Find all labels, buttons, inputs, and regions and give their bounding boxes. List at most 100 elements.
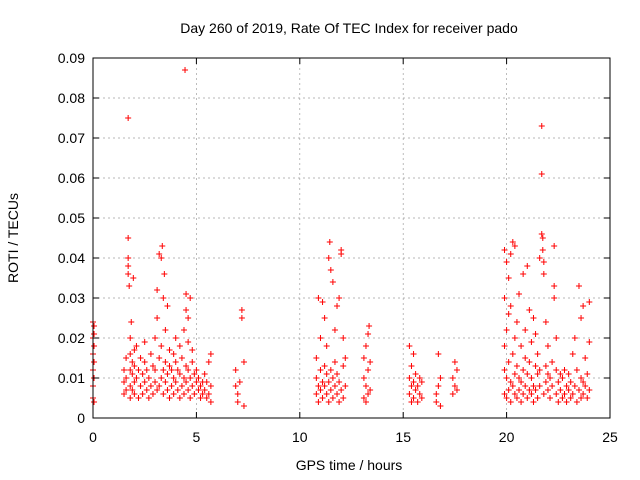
y-axis-label: ROTI / TECUs (5, 193, 21, 283)
y-tick-label: 0.01 (58, 370, 85, 386)
data-point (575, 283, 582, 289)
data-point (544, 343, 551, 349)
data-point (507, 379, 514, 385)
data-point (158, 255, 165, 261)
data-point (141, 379, 148, 385)
data-point (152, 335, 159, 341)
data-point (325, 255, 332, 261)
data-point (410, 351, 417, 357)
data-point (325, 399, 332, 405)
data-point (135, 367, 142, 373)
data-point (166, 347, 173, 353)
data-point (201, 387, 208, 393)
data-point (178, 355, 185, 361)
x-axis-label: GPS time / hours (296, 457, 403, 473)
data-point (327, 387, 334, 393)
data-point (161, 271, 168, 277)
y-tick-label: 0.04 (58, 250, 85, 266)
data-point (367, 359, 374, 365)
data-point (321, 383, 328, 389)
y-tick-label: 0.05 (58, 210, 85, 226)
data-point (232, 383, 239, 389)
data-point (451, 359, 458, 365)
data-point (234, 391, 241, 397)
data-point (416, 391, 423, 397)
data-point (207, 399, 214, 405)
data-point (561, 391, 568, 397)
data-point (505, 359, 512, 365)
data-point (586, 387, 593, 393)
data-point (410, 395, 417, 401)
data-point (540, 259, 547, 265)
data-point (520, 391, 527, 397)
data-point (207, 383, 214, 389)
x-tick-label: 25 (602, 429, 618, 445)
data-point (582, 355, 589, 361)
data-point (435, 383, 442, 389)
data-point (538, 231, 545, 237)
data-point (524, 395, 531, 401)
data-point (567, 379, 574, 385)
data-point (319, 299, 326, 305)
data-point (156, 383, 163, 389)
data-point (340, 335, 347, 341)
data-point (331, 359, 338, 365)
data-point (578, 395, 585, 401)
data-point (528, 391, 535, 397)
data-point (329, 395, 336, 401)
data-point (189, 347, 196, 353)
data-point (518, 379, 525, 385)
data-point (327, 367, 334, 373)
data-point (162, 379, 169, 385)
data-point (520, 271, 527, 277)
data-point (168, 367, 175, 373)
data-point (522, 355, 529, 361)
data-point (236, 379, 243, 385)
data-point (156, 251, 163, 257)
data-point (539, 235, 546, 241)
data-point (130, 275, 137, 281)
data-point (129, 359, 136, 365)
data-point (180, 391, 187, 397)
data-point (418, 379, 425, 385)
data-point (240, 403, 247, 409)
data-point (520, 367, 527, 373)
data-point (137, 383, 144, 389)
data-point (362, 383, 369, 389)
data-point (325, 379, 332, 385)
data-point (91, 343, 98, 349)
data-point (584, 371, 591, 377)
data-point (449, 375, 456, 381)
data-point (336, 399, 343, 405)
chart-title: Day 260 of 2019, Rate Of TEC Index for r… (180, 20, 518, 36)
data-point (365, 367, 372, 373)
data-point (125, 255, 132, 261)
data-point (561, 367, 568, 373)
data-point (141, 339, 148, 345)
data-point (559, 375, 566, 381)
x-tick-label: 10 (292, 429, 308, 445)
data-point (336, 295, 343, 301)
data-point (530, 315, 537, 321)
data-point (159, 243, 166, 249)
data-point (334, 303, 341, 309)
data-point (553, 335, 560, 341)
data-point (193, 367, 200, 373)
data-point (164, 371, 171, 377)
data-point (317, 335, 324, 341)
data-point (187, 395, 194, 401)
data-point (189, 359, 196, 365)
data-point (321, 363, 328, 369)
data-point (516, 387, 523, 393)
data-point (127, 395, 134, 401)
data-point (571, 335, 578, 341)
y-tick-label: 0.08 (58, 90, 85, 106)
data-point (207, 351, 214, 357)
data-point (505, 275, 512, 281)
data-point (522, 383, 529, 389)
data-point (569, 351, 576, 357)
data-point (453, 367, 460, 373)
data-point (578, 375, 585, 381)
data-point (133, 375, 140, 381)
